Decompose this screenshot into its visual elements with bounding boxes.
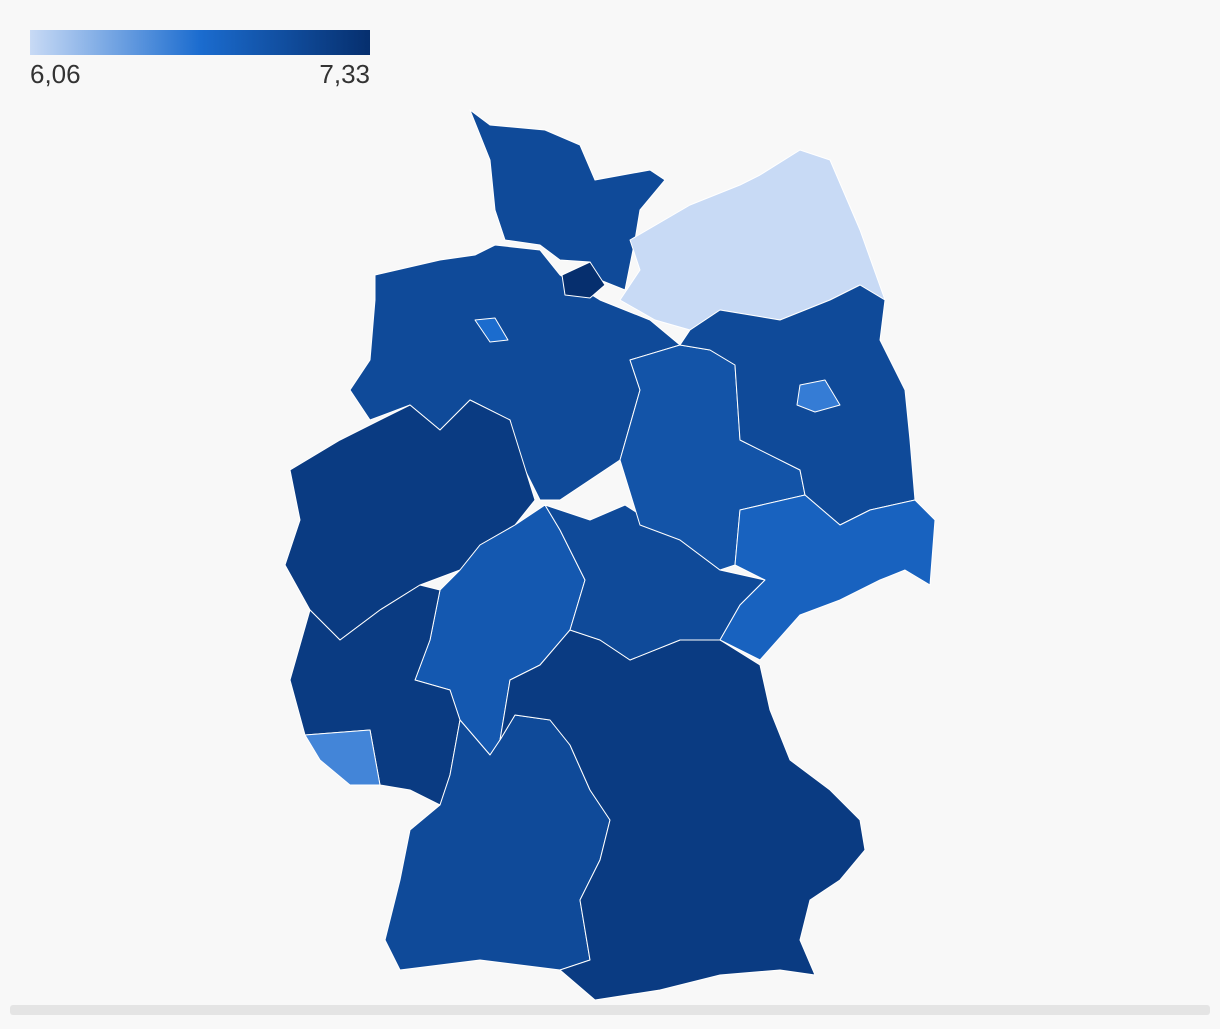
region xyxy=(796,379,841,413)
legend-label: 6,06 xyxy=(30,59,81,89)
region xyxy=(719,494,936,661)
region xyxy=(304,729,381,786)
region xyxy=(349,244,681,501)
scrollbar[interactable] xyxy=(10,1005,1210,1015)
color-legend xyxy=(30,30,370,55)
regions xyxy=(284,109,936,1001)
region xyxy=(469,109,666,291)
region xyxy=(561,261,606,299)
region xyxy=(474,317,509,343)
legend-label: 7,33 xyxy=(319,59,370,89)
